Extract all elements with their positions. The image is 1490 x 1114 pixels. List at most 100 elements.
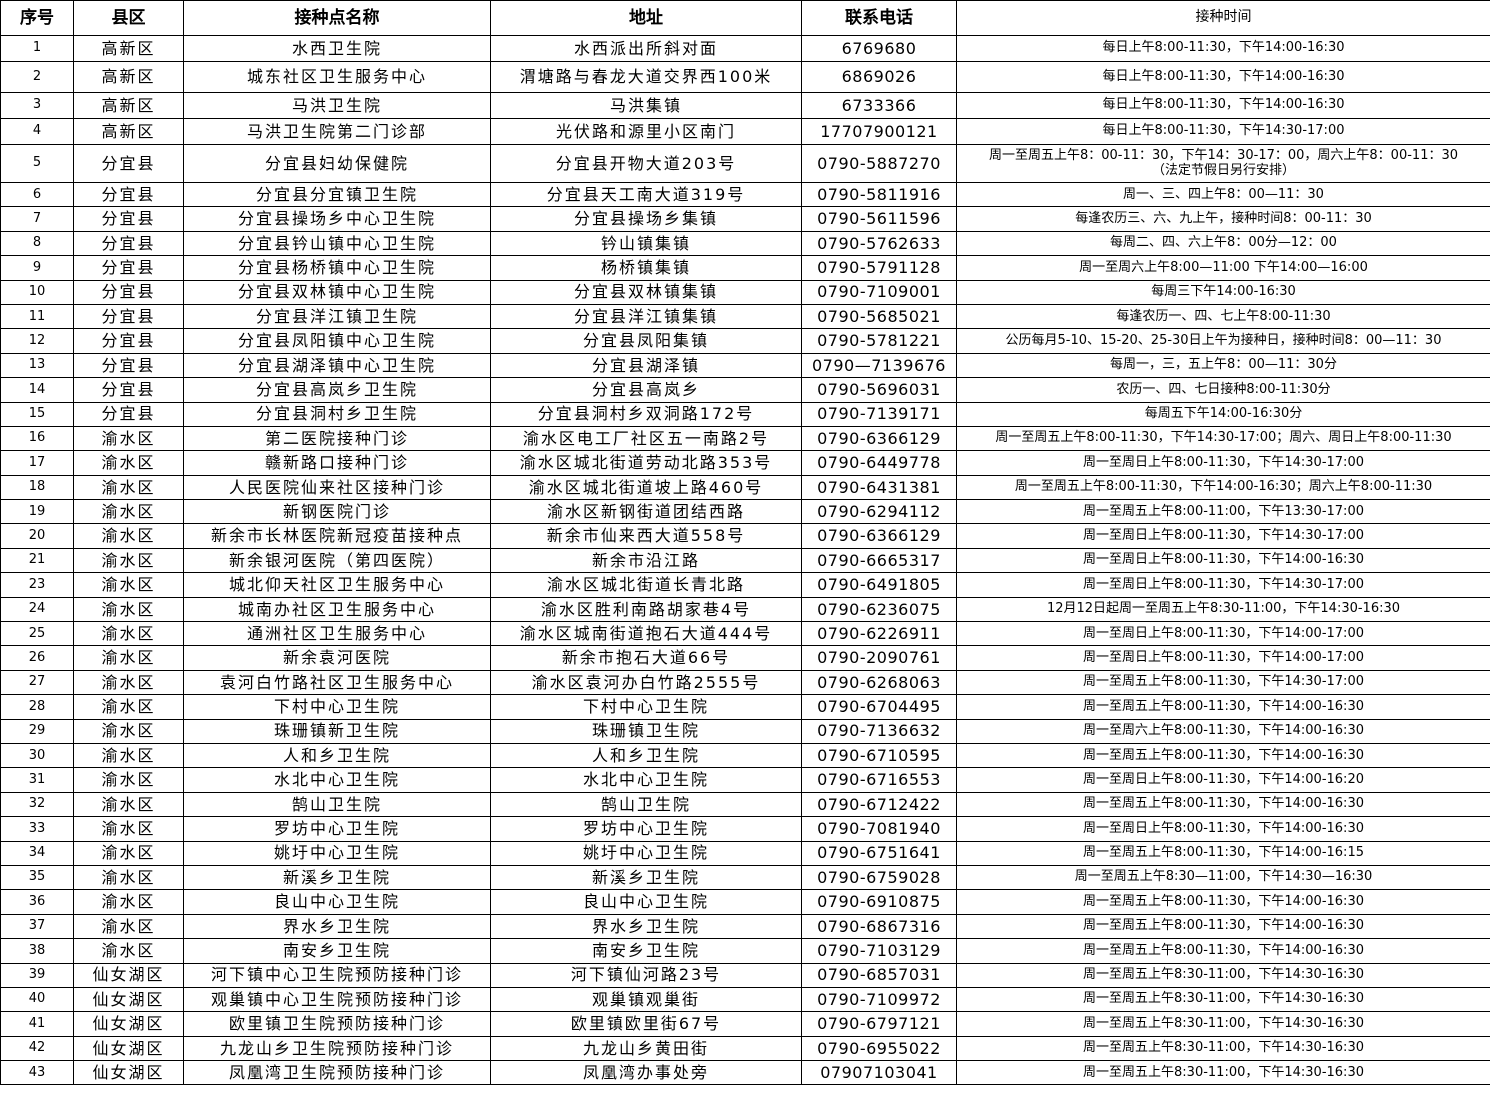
address-cell: 渭塘路与春龙大道交界西100米 bbox=[490, 61, 802, 93]
address-cell: 水北中心卫生院 bbox=[490, 767, 802, 793]
address-cell: 分宜县凤阳集镇 bbox=[490, 328, 802, 354]
phone-cell: 0790-6431381 bbox=[801, 474, 957, 501]
district-cell: 仙女湖区 bbox=[73, 962, 184, 988]
phone-cell: 0790-7103129 bbox=[801, 938, 957, 964]
address-cell: 渝水区电工厂社区五一南路2号 bbox=[490, 425, 802, 452]
time-cell: 每逢农历一、四、七上午8:00-11:30 bbox=[956, 303, 1490, 330]
site-name-cell: 分宜县洞村乡卫生院 bbox=[183, 401, 491, 427]
time-cell: 每日上午8:00-11:30，下午14:00-16:30 bbox=[956, 92, 1490, 119]
site-name-cell: 下村中心卫生院 bbox=[183, 694, 491, 720]
index-cell: 17 bbox=[0, 450, 74, 476]
address-cell: 渝水区新钢街道团结西路 bbox=[490, 499, 802, 525]
phone-cell: 0790-6449778 bbox=[801, 450, 957, 476]
address-cell: 分宜县湖泽镇 bbox=[490, 352, 802, 379]
time-cell: 周一至周五上午8:00-11:30，下午14:00-16:30 bbox=[956, 694, 1490, 720]
index-cell: 10 bbox=[0, 279, 74, 305]
index-cell: 4 bbox=[0, 118, 74, 145]
index-cell: 19 bbox=[0, 499, 74, 525]
time-cell: 每日上午8:00-11:30，下午14:00-16:30 bbox=[956, 35, 1490, 62]
phone-cell: 0790-5696031 bbox=[801, 377, 957, 403]
time-cell: 周一至周五上午8:00-11:30，下午14:00-16:30 bbox=[956, 913, 1490, 940]
time-cell: 每周一，三，五上午8：00—11：30分 bbox=[956, 352, 1490, 379]
phone-cell: 0790-5887270 bbox=[801, 144, 957, 183]
table-row: 34 渝水区 姚圩中心卫生院 姚圩中心卫生院 0790-6751641 周一至周五上午8:… bbox=[0, 840, 1490, 866]
time-cell: 公历每月5-10、15-20、25-30日上午为接种日，接种时间8：00—11：… bbox=[956, 328, 1490, 354]
time-cell: 每逢农历三、六、九上午，接种时间8：00-11：30 bbox=[956, 206, 1490, 232]
phone-cell: 0790-6294112 bbox=[801, 499, 957, 525]
phone-cell: 0790-6236075 bbox=[801, 596, 957, 623]
phone-cell: 0790-2090761 bbox=[801, 645, 957, 671]
site-name-cell: 分宜县双林镇中心卫生院 bbox=[183, 279, 491, 305]
address-cell: 分宜县高岚乡 bbox=[490, 377, 802, 403]
phone-cell: 17707900121 bbox=[801, 118, 957, 145]
address-cell: 界水乡卫生院 bbox=[490, 913, 802, 940]
index-cell: 5 bbox=[0, 144, 74, 183]
table-row: 13 分宜县 分宜县湖泽镇中心卫生院 分宜县湖泽镇 0790—7139676 每周一，三，… bbox=[0, 352, 1490, 379]
site-name-cell: 分宜县湖泽镇中心卫生院 bbox=[183, 352, 491, 379]
district-cell: 渝水区 bbox=[73, 523, 184, 549]
time-cell: 每日上午8:00-11:30，下午14:30-17:00 bbox=[956, 118, 1490, 145]
table-row: 43 仙女湖区 凤凰湾卫生院预防接种门诊 凤凰湾办事处旁 07907103041 周一至周… bbox=[0, 1060, 1490, 1086]
table-row: 42 仙女湖区 九龙山乡卫生院预防接种门诊 九龙山乡黄田街 0790-6955022 周一… bbox=[0, 1035, 1490, 1062]
time-cell: 每周五下午14:00-16:30分 bbox=[956, 401, 1490, 427]
address-cell: 下村中心卫生院 bbox=[490, 694, 802, 720]
phone-cell: 0790-5811916 bbox=[801, 181, 957, 208]
address-cell: 观巢镇观巢街 bbox=[490, 986, 802, 1013]
district-cell: 渝水区 bbox=[73, 669, 184, 696]
site-name-cell: 分宜县操场乡中心卫生院 bbox=[183, 206, 491, 232]
table-row: 3 高新区 马洪卫生院 马洪集镇 6733366 每日上午8:00-11:30，下午14:… bbox=[0, 92, 1490, 119]
site-name-cell: 罗坊中心卫生院 bbox=[183, 816, 491, 842]
site-name-cell: 马洪卫生院 bbox=[183, 92, 491, 119]
address-cell: 南安乡卫生院 bbox=[490, 938, 802, 964]
district-cell: 渝水区 bbox=[73, 425, 184, 452]
address-cell: 河下镇仙河路23号 bbox=[490, 962, 802, 988]
time-cell: 周一至周日上午8:00-11:30，下午14:00-17:00 bbox=[956, 645, 1490, 671]
header-phone: 联系电话 bbox=[801, 0, 957, 36]
table-row: 5 分宜县 分宜县妇幼保健院 分宜县开物大道203号 0790-5887270 周一至周五… bbox=[0, 144, 1490, 183]
site-name-cell: 通洲社区卫生服务中心 bbox=[183, 621, 491, 647]
time-cell: 周一至周五上午8:00-11:30，下午14:00-16:30 bbox=[956, 791, 1490, 818]
site-name-cell: 城东社区卫生服务中心 bbox=[183, 61, 491, 93]
phone-cell: 0790-5685021 bbox=[801, 303, 957, 330]
phone-cell: 0790-6797121 bbox=[801, 1011, 957, 1037]
phone-cell: 0790-6751641 bbox=[801, 840, 957, 866]
site-name-cell: 鹄山卫生院 bbox=[183, 791, 491, 818]
time-cell: 周一至周五上午8:00-11:30，下午14:00-16:30；周六上午8:00… bbox=[956, 474, 1490, 501]
address-cell: 水西派出所斜对面 bbox=[490, 35, 802, 62]
district-cell: 渝水区 bbox=[73, 572, 184, 598]
site-name-cell: 马洪卫生院第二门诊部 bbox=[183, 118, 491, 145]
phone-cell: 0790-6491805 bbox=[801, 572, 957, 598]
time-cell: 周一至周五上午8:30-11:00，下午14:30-16:30 bbox=[956, 1060, 1490, 1086]
address-cell: 新余市仙来西大道558号 bbox=[490, 523, 802, 549]
table-row: 4 高新区 马洪卫生院第二门诊部 光伏路和源里小区南门 17707900121 每日上午8… bbox=[0, 118, 1490, 145]
header-site-name: 接种点名称 bbox=[183, 0, 491, 36]
district-cell: 渝水区 bbox=[73, 864, 184, 891]
address-cell: 分宜县双林镇集镇 bbox=[490, 279, 802, 305]
time-cell: 周一至周日上午8:00-11:30，下午14:00-16:30 bbox=[956, 816, 1490, 842]
time-cell: 周一至周五上午8:30-11:00，下午14:30-16:30 bbox=[956, 986, 1490, 1013]
phone-cell: 6733366 bbox=[801, 92, 957, 119]
address-cell: 鹄山卫生院 bbox=[490, 791, 802, 818]
address-cell: 分宜县天工南大道319号 bbox=[490, 181, 802, 208]
district-cell: 仙女湖区 bbox=[73, 986, 184, 1013]
district-cell: 渝水区 bbox=[73, 645, 184, 671]
district-cell: 渝水区 bbox=[73, 450, 184, 476]
index-cell: 27 bbox=[0, 669, 74, 696]
time-cell: 周一至周五上午8:00-11:30，下午14:30-17:00 bbox=[956, 669, 1490, 696]
district-cell: 分宜县 bbox=[73, 303, 184, 330]
site-name-cell: 分宜县妇幼保健院 bbox=[183, 144, 491, 183]
index-cell: 18 bbox=[0, 474, 74, 501]
index-cell: 36 bbox=[0, 889, 74, 915]
address-cell: 分宜县洋江镇集镇 bbox=[490, 303, 802, 330]
index-cell: 9 bbox=[0, 255, 74, 281]
district-cell: 分宜县 bbox=[73, 181, 184, 208]
phone-cell: 0790-6710595 bbox=[801, 742, 957, 769]
index-cell: 7 bbox=[0, 206, 74, 232]
site-name-cell: 欧里镇卫生院预防接种门诊 bbox=[183, 1011, 491, 1037]
table-row: 37 渝水区 界水乡卫生院 界水乡卫生院 0790-6867316 周一至周五上午8:00… bbox=[0, 913, 1490, 940]
district-cell: 渝水区 bbox=[73, 840, 184, 866]
table-row: 1 高新区 水西卫生院 水西派出所斜对面 6769680 每日上午8:00-11:30，下… bbox=[0, 35, 1490, 62]
phone-cell: 0790-6268063 bbox=[801, 669, 957, 696]
time-cell: 周一至周日上午8:00-11:30，下午14:30-17:00 bbox=[956, 450, 1490, 476]
site-name-cell: 人和乡卫生院 bbox=[183, 742, 491, 769]
